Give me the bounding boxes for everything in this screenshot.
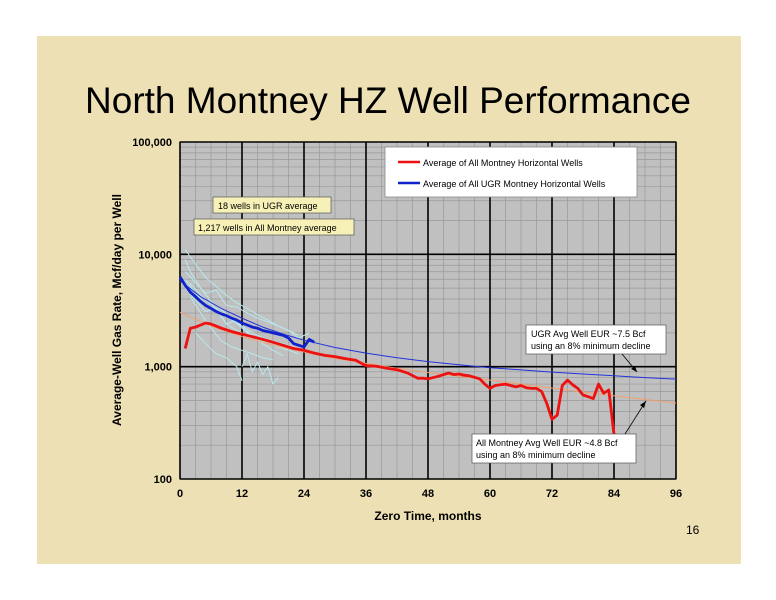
- grid-lines: [179, 141, 677, 480]
- annotation-ugr-eur-line2: using an 8% minimum decline: [531, 341, 651, 351]
- x-tick-label: 12: [236, 488, 248, 500]
- page-number: 16: [686, 523, 700, 537]
- x-tick-label: 24: [298, 488, 311, 500]
- individual-well-line: [241, 353, 279, 385]
- annotation-all-eur-line1: All Montney Avg Well EUR ~4.8 Bcf: [476, 438, 618, 448]
- axis-ticks: 100 1,000 10,000 100,000 0 12 24 36 48 60 72 84 96: [132, 137, 682, 500]
- y-tick-label: 100,000: [132, 137, 172, 149]
- annotation-ugr-eur: UGR Avg Well EUR ~7.5 Bcf using an 8% mi…: [525, 324, 667, 373]
- legend: Average of All Montney Horizontal Wells …: [384, 146, 638, 198]
- series-ugr-line: [178, 276, 315, 349]
- individual-well-line: [189, 296, 274, 361]
- annotation-all-wells-text: 1,217 wells in All Montney average: [198, 223, 337, 233]
- annotation-ugr-wells-text: 18 wells in UGR average: [218, 201, 318, 211]
- annotation-all-eur-line2: using an 8% minimum decline: [476, 450, 596, 460]
- x-axis-label: Zero Time, months: [374, 509, 481, 523]
- series-all-montney-line: [183, 321, 616, 435]
- x-tick-label: 48: [422, 488, 434, 500]
- individual-well-line: [184, 271, 310, 339]
- y-tick-label: 10,000: [138, 249, 172, 261]
- annotation-ugr-wells: 18 wells in UGR average: [212, 196, 332, 214]
- decline-curve-line: [179, 311, 677, 404]
- x-tick-label: 84: [608, 488, 621, 500]
- x-tick-label: 72: [546, 488, 558, 500]
- annotation-all-eur-arrowhead: [640, 401, 646, 408]
- annotation-ugr-eur-arrowhead: [631, 366, 637, 372]
- series-lines: [178, 276, 677, 435]
- legend-label-all-montney: Average of All Montney Horizontal Wells: [423, 158, 583, 168]
- slide-title: North Montney HZ Well Performance: [85, 80, 691, 121]
- annotation-all-eur: All Montney Avg Well EUR ~4.8 Bcf using …: [471, 400, 647, 464]
- individual-well-line: [195, 332, 243, 381]
- individual-well-line: [189, 283, 315, 353]
- annotation-ugr-eur-line1: UGR Avg Well EUR ~7.5 Bcf: [531, 329, 646, 339]
- legend-label-ugr: Average of All UGR Montney Horizontal We…: [423, 179, 606, 189]
- annotation-all-wells: 1,217 wells in All Montney average: [193, 218, 355, 236]
- x-tick-label: 60: [484, 488, 496, 500]
- decline-curve-line: [179, 280, 677, 380]
- y-axis-label: Average-Well Gas Rate, Mcf/day per Well: [110, 194, 124, 426]
- x-tick-label: 0: [177, 488, 183, 500]
- y-tick-label: 1,000: [144, 362, 172, 374]
- x-tick-label: 36: [360, 488, 372, 500]
- x-tick-label: 96: [670, 488, 682, 500]
- legend-box: [384, 146, 638, 198]
- y-tick-label: 100: [154, 474, 172, 486]
